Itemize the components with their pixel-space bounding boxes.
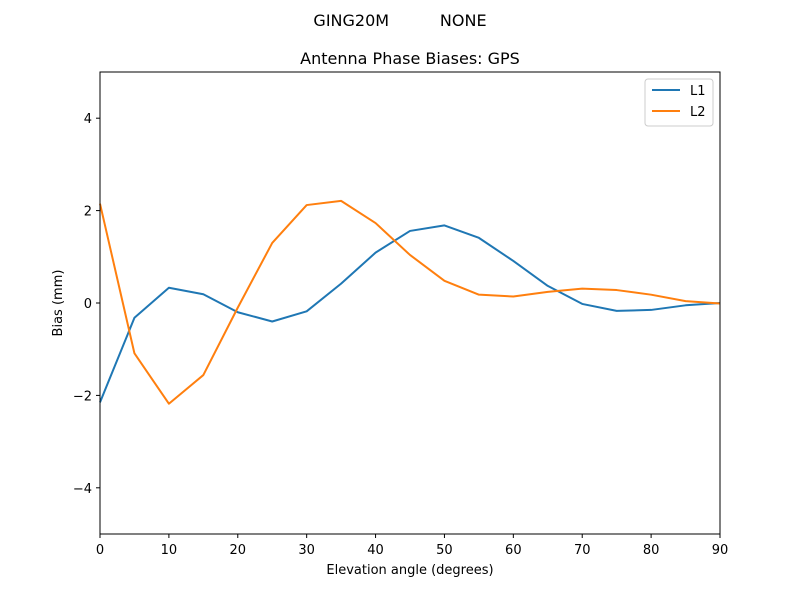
x-tick-label: 0 (96, 543, 104, 558)
plot-frame (99, 71, 721, 535)
x-tick-label: 60 (505, 543, 522, 558)
x-axis-label: Elevation angle (degrees) (326, 563, 493, 578)
x-tick-label: 20 (230, 543, 247, 558)
y-tick-label: 2 (84, 205, 92, 220)
y-tick-label: −4 (73, 482, 92, 497)
x-tick-label: 90 (712, 543, 729, 558)
x-tick-label: 30 (298, 543, 315, 558)
legend-label-l1: L1 (690, 84, 706, 99)
chart-title: Antenna Phase Biases: GPS (300, 49, 520, 68)
x-tick-label: 10 (161, 543, 178, 558)
x-tick-label: 40 (367, 543, 384, 558)
y-tick-label: −2 (73, 389, 92, 404)
y-axis-label: Bias (mm) (51, 270, 66, 337)
figure-suptitle: GING20M NONE (313, 11, 486, 30)
x-tick-label: 50 (436, 543, 453, 558)
legend-label-l2: L2 (690, 105, 706, 120)
legend: L1 L2 (644, 78, 714, 127)
plot-lines (99, 199, 721, 405)
y-tick-label: 4 (84, 112, 92, 127)
x-axis-ticks: 0 10 20 30 40 50 60 70 80 90 (96, 534, 728, 558)
y-tick-label: 0 (84, 297, 92, 312)
x-tick-label: 80 (643, 543, 660, 558)
y-axis-ticks: −4 −2 0 2 4 (73, 112, 100, 497)
series-line-l1 (99, 224, 721, 403)
x-tick-label: 70 (574, 543, 591, 558)
series-line-l2 (99, 199, 721, 405)
